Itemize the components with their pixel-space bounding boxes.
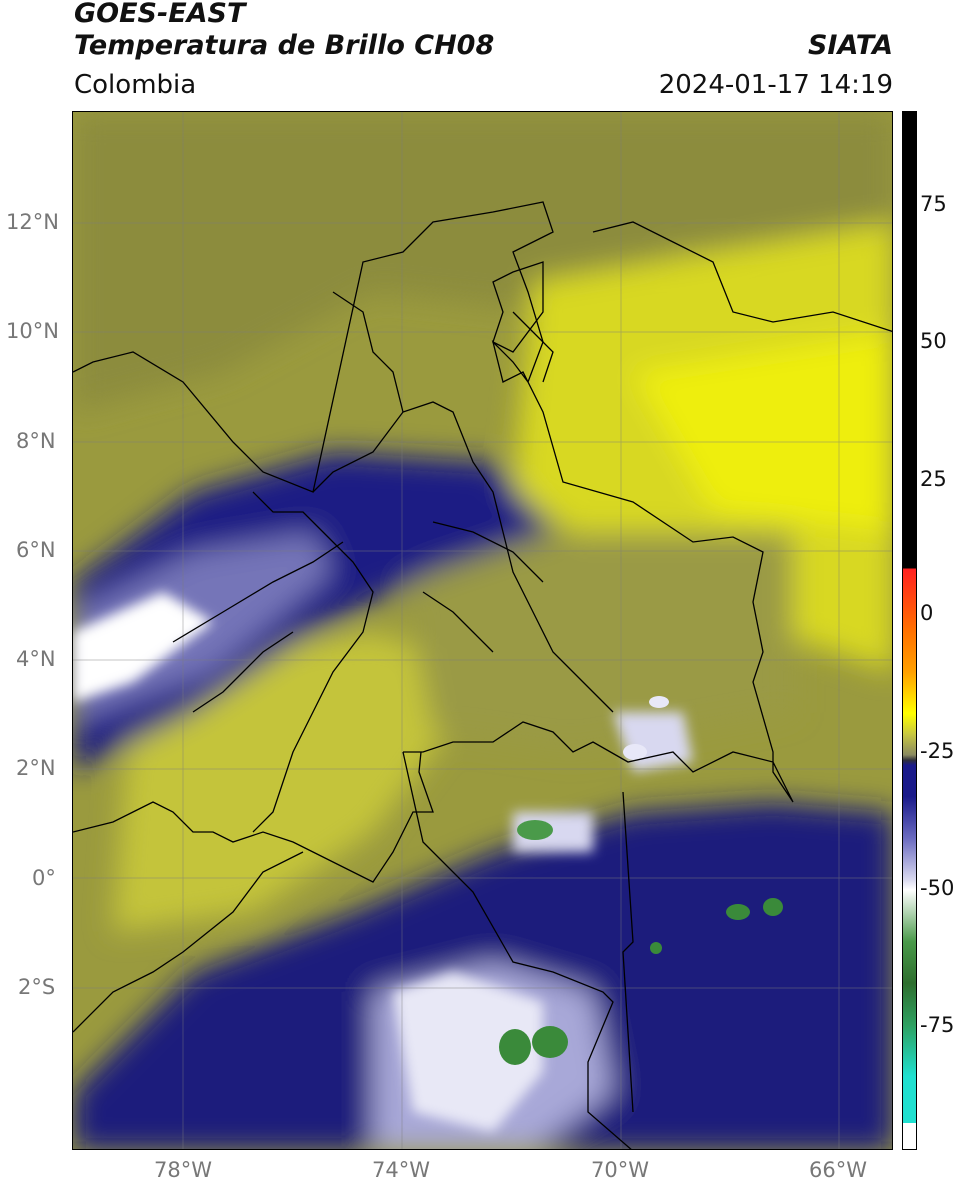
lon-tick: 66°W — [809, 1158, 867, 1182]
satellite-title: GOES-EAST — [74, 0, 246, 29]
lon-tick: 78°W — [154, 1158, 212, 1182]
datetime-label: 2024-01-17 14:19 — [658, 70, 893, 100]
colorbar-label: 50 — [920, 329, 947, 353]
colorbar-label: 75 — [920, 192, 947, 216]
region-label: Colombia — [74, 70, 197, 100]
lon-tick: 70°W — [591, 1158, 649, 1182]
colorbar-label: -25 — [920, 739, 955, 763]
organization-label: SIATA — [807, 30, 893, 61]
graticule — [73, 112, 892, 1149]
lat-tick: 4°N — [16, 647, 56, 671]
colorbar-label: -50 — [920, 876, 955, 900]
lat-tick: 12°N — [6, 210, 59, 234]
lat-tick: 8°N — [16, 429, 56, 453]
lat-tick: 6°N — [16, 538, 56, 562]
map-canvas — [73, 112, 892, 1149]
colorbar-label: 25 — [920, 467, 947, 491]
lat-tick: 10°N — [6, 319, 59, 343]
product-title: Temperatura de Brillo CH08 — [74, 30, 495, 61]
country-borders — [73, 201, 892, 1149]
lat-tick: 2°N — [16, 756, 56, 780]
lat-tick: 2°S — [18, 975, 56, 999]
colorbar-label: -75 — [920, 1013, 955, 1037]
lat-tick: 0° — [32, 866, 56, 890]
temperature-colorbar — [902, 111, 917, 1150]
brightness-temperature-map — [72, 111, 893, 1150]
colorbar-label: 0 — [920, 601, 934, 625]
convective-cores — [499, 696, 783, 1065]
lon-tick: 74°W — [372, 1158, 430, 1182]
